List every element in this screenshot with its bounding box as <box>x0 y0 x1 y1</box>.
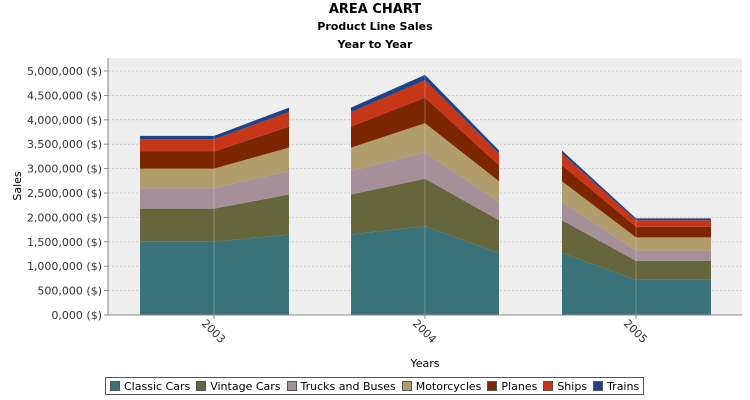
legend-item-trucks-and-buses[interactable]: Trucks and Buses <box>286 379 396 393</box>
y-tick-label: 2,000,000 ($) <box>27 211 102 224</box>
y-tick-label: 4,500,000 ($) <box>27 89 102 102</box>
legend-item-vintage-cars[interactable]: Vintage Cars <box>196 379 281 393</box>
area-motorcycles-2005[interactable] <box>562 181 711 251</box>
y-tick-label: 4,000,000 ($) <box>27 114 102 127</box>
area-trains-2003[interactable] <box>140 107 289 140</box>
legend-item-trains[interactable]: Trains <box>593 380 639 393</box>
x-tick-label: 2005 <box>621 317 650 346</box>
area-motorcycles-2003[interactable] <box>140 147 289 189</box>
y-axis-label: Sales <box>11 171 24 201</box>
area-classic-cars-2005[interactable] <box>562 253 711 315</box>
chart-title: AREA CHART <box>328 2 422 17</box>
area-classic-cars-2003[interactable] <box>140 234 289 316</box>
legend-swatch <box>196 381 207 391</box>
y-tick-label: 3,500,000 ($) <box>27 138 102 151</box>
area-ships-2003[interactable] <box>140 112 289 152</box>
area-planes-2003[interactable] <box>140 126 289 169</box>
y-tick-label: 0,000 ($) <box>51 309 102 322</box>
legend-swatch <box>543 381 554 391</box>
legend-swatch <box>110 381 120 391</box>
area-planes-2004[interactable] <box>351 97 499 182</box>
area-vintage-cars-2004[interactable] <box>351 178 499 253</box>
area-planes-2005[interactable] <box>562 165 711 238</box>
y-tick-label: 1,500,000 ($) <box>27 236 102 249</box>
y-tick-label: 2,500,000 ($) <box>27 187 102 200</box>
area-motorcycles-2004[interactable] <box>351 123 499 202</box>
legend-label: Trains <box>607 379 640 393</box>
legend-label: Planes <box>501 379 538 393</box>
area-classic-cars-2004[interactable] <box>351 226 499 315</box>
legend-item-planes[interactable]: Planes <box>487 380 537 393</box>
legend-item-classic-cars[interactable]: Classic Cars <box>110 380 190 393</box>
x-tick-label: 2004 <box>410 317 439 346</box>
y-tick-label: 1,000,000 ($) <box>27 260 102 273</box>
legend-label: Ships <box>557 379 588 393</box>
area-trucks-and-buses-2005[interactable] <box>562 201 711 261</box>
y-tick-label: 3,000,000 ($) <box>27 163 102 176</box>
legend-label: Classic Cars <box>124 379 191 393</box>
area-ships-2004[interactable] <box>351 80 499 166</box>
legend-swatch <box>487 381 498 391</box>
legend-label: Motorcycles <box>415 379 482 393</box>
area-trains-2004[interactable] <box>351 74 499 154</box>
area-vintage-cars-2003[interactable] <box>140 194 289 242</box>
legend-label: Vintage Cars <box>210 379 281 393</box>
legend-item-ships[interactable]: Ships <box>543 380 587 393</box>
x-tick-label: 2003 <box>199 317 228 346</box>
area-trucks-and-buses-2004[interactable] <box>351 152 499 221</box>
legend-swatch <box>593 381 604 391</box>
chart-subtitle: Product Line Sales <box>317 20 433 33</box>
legend: Classic Cars Vintage Cars Trucks and Buses… <box>105 377 645 395</box>
y-tick-label: 5,000,000 ($) <box>27 65 102 78</box>
legend-label: Trucks and Buses <box>300 379 396 393</box>
area-vintage-cars-2005[interactable] <box>562 220 711 280</box>
area-chart: 0,000 ($) 500,000 ($) 1,000,000 ($) 1,500,0… <box>11 58 742 370</box>
legend-swatch <box>401 381 412 391</box>
legend-swatch <box>286 381 297 391</box>
legend-item-motorcycles[interactable]: Motorcycles <box>401 379 482 393</box>
x-axis-label: Years <box>409 357 439 370</box>
area-trucks-and-buses-2003[interactable] <box>140 171 289 209</box>
y-tick-label: 500,000 ($) <box>37 285 102 298</box>
chart-subtitle-2: Year to Year <box>337 38 413 51</box>
